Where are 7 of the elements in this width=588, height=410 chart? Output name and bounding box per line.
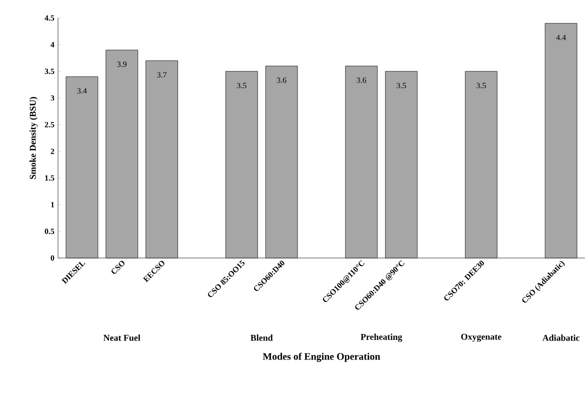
text: Adiabatic: [542, 334, 580, 341]
x-axis-title: Modes of Engine Operation: [262, 352, 380, 362]
text: Blend: [250, 334, 273, 341]
y-axis-title: Smoke Density (BSU): [30, 97, 38, 179]
text: Preheating: [360, 334, 402, 342]
text: Neat Fuel: [104, 334, 140, 341]
text: Oxygenate: [461, 334, 502, 342]
